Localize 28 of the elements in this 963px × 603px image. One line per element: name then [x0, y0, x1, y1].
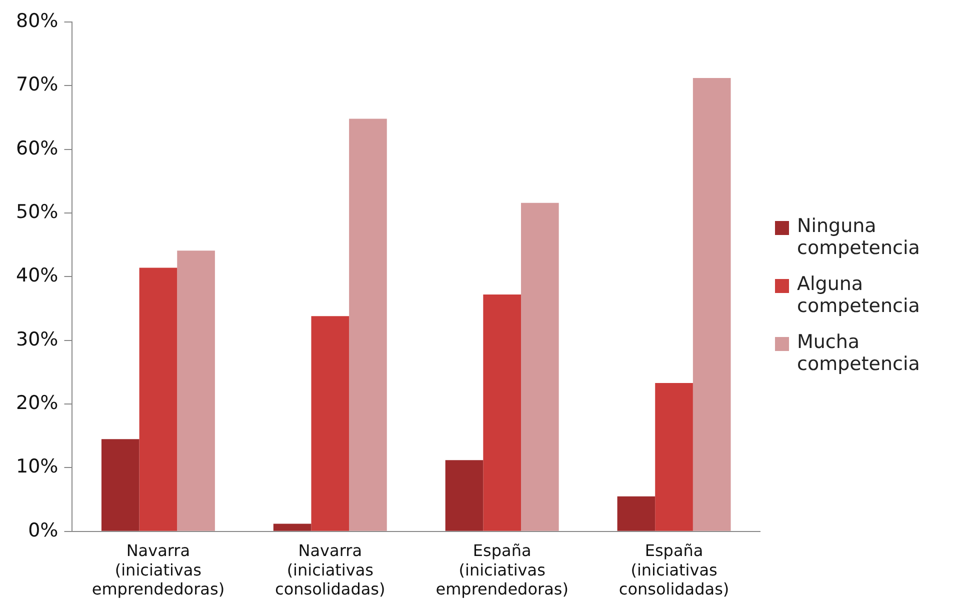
bar	[349, 118, 387, 531]
bar	[273, 524, 312, 531]
bar	[692, 78, 731, 531]
bar	[177, 250, 215, 531]
x-tick-label: Navarra (iniciativas consolidadas)	[275, 541, 386, 599]
x-tick-label: España (iniciativas consolidadas)	[618, 541, 730, 599]
legend-label: Ninguna competencia	[797, 215, 921, 259]
y-tick-label: 80%	[16, 10, 58, 32]
x-tick-label: Navarra (iniciativas emprendedoras)	[92, 541, 225, 599]
y-tick-label: 0%	[28, 519, 58, 542]
bar	[311, 316, 350, 531]
y-tick-label: 30%	[16, 328, 58, 350]
bar	[617, 496, 656, 531]
y-tick-label: 20%	[16, 392, 58, 414]
legend-label: Alguna competencia	[797, 273, 921, 317]
x-tick-label: España (iniciativas emprendedoras)	[436, 541, 568, 599]
legend-label: Mucha competencia	[797, 331, 921, 375]
y-tick-label: 40%	[16, 264, 58, 287]
y-tick-label: 70%	[16, 74, 58, 96]
y-tick-label: 50%	[16, 200, 58, 223]
bar	[139, 268, 178, 531]
y-tick-label: 60%	[16, 137, 58, 160]
y-tick-label: 10%	[16, 456, 58, 478]
bar	[655, 383, 693, 531]
bar	[521, 202, 559, 531]
bar	[101, 439, 140, 531]
bar	[445, 460, 484, 531]
bar	[483, 294, 521, 531]
